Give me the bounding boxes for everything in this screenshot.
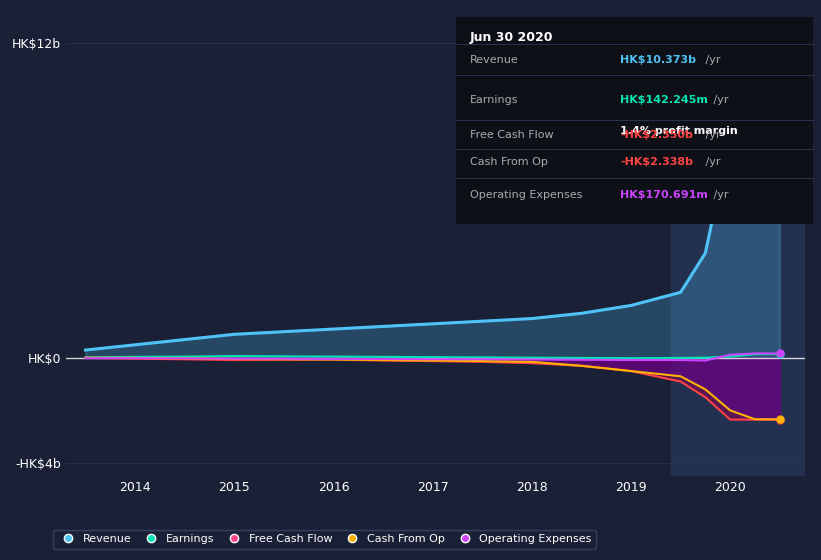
Text: Jun 30 2020: Jun 30 2020 [470,31,553,44]
Text: /yr: /yr [702,157,721,167]
Bar [671,17,805,476]
Text: HK$10.373b: HK$10.373b [620,55,696,66]
Text: /yr: /yr [710,95,729,105]
Text: Cash From Op: Cash From Op [470,157,548,167]
Text: Revenue: Revenue [470,55,519,66]
Text: /yr: /yr [710,190,729,200]
Text: HK$142.245m: HK$142.245m [620,95,708,105]
Text: Operating Expenses: Operating Expenses [470,190,582,200]
Text: /yr: /yr [702,55,721,66]
Text: -HK$2.350b: -HK$2.350b [620,130,693,140]
Text: Earnings: Earnings [470,95,518,105]
Text: /yr: /yr [702,130,721,140]
Text: 1.4% profit margin: 1.4% profit margin [620,126,738,136]
Text: HK$170.691m: HK$170.691m [620,190,708,200]
Text: -HK$2.338b: -HK$2.338b [620,157,693,167]
Legend: Revenue, Earnings, Free Cash Flow, Cash From Op, Operating Expenses: Revenue, Earnings, Free Cash Flow, Cash … [53,530,596,548]
Text: Free Cash Flow: Free Cash Flow [470,130,553,140]
